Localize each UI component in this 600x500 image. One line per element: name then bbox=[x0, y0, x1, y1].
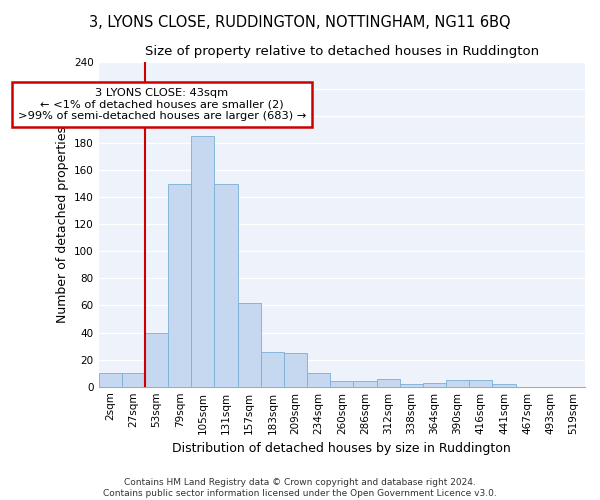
Bar bbox=[145, 332, 168, 386]
Bar bbox=[423, 382, 446, 386]
Bar bbox=[469, 380, 493, 386]
Text: Contains HM Land Registry data © Crown copyright and database right 2024.
Contai: Contains HM Land Registry data © Crown c… bbox=[103, 478, 497, 498]
Bar bbox=[238, 303, 261, 386]
Bar bbox=[191, 136, 214, 386]
Bar bbox=[353, 382, 377, 386]
Text: 3 LYONS CLOSE: 43sqm
← <1% of detached houses are smaller (2)
>99% of semi-detac: 3 LYONS CLOSE: 43sqm ← <1% of detached h… bbox=[18, 88, 306, 121]
Bar bbox=[284, 353, 307, 386]
Bar bbox=[122, 373, 145, 386]
Y-axis label: Number of detached properties: Number of detached properties bbox=[56, 126, 68, 323]
Bar bbox=[98, 373, 122, 386]
Bar bbox=[493, 384, 515, 386]
Title: Size of property relative to detached houses in Ruddington: Size of property relative to detached ho… bbox=[145, 45, 539, 58]
Bar bbox=[307, 373, 330, 386]
Bar bbox=[400, 384, 423, 386]
Bar bbox=[168, 184, 191, 386]
Bar bbox=[446, 380, 469, 386]
Bar bbox=[330, 382, 353, 386]
Bar bbox=[261, 352, 284, 386]
X-axis label: Distribution of detached houses by size in Ruddington: Distribution of detached houses by size … bbox=[172, 442, 511, 455]
Text: 3, LYONS CLOSE, RUDDINGTON, NOTTINGHAM, NG11 6BQ: 3, LYONS CLOSE, RUDDINGTON, NOTTINGHAM, … bbox=[89, 15, 511, 30]
Bar bbox=[214, 184, 238, 386]
Bar bbox=[377, 378, 400, 386]
